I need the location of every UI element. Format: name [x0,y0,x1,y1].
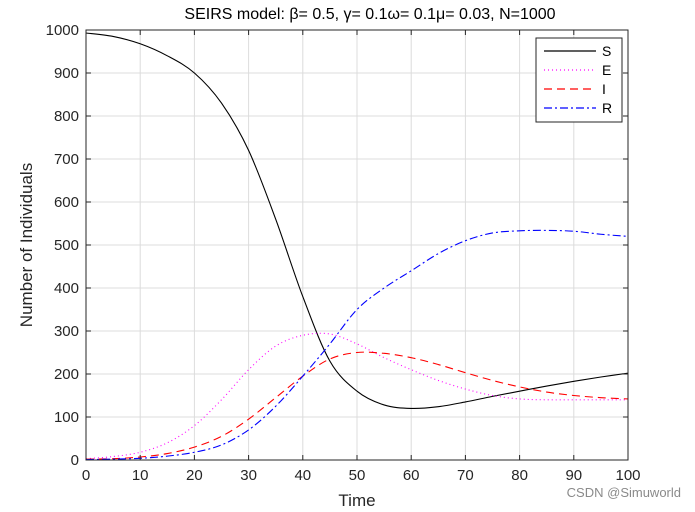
y-tick-label: 700 [54,151,79,168]
x-tick-label: 90 [565,467,582,484]
x-tick-label: 40 [294,467,311,484]
y-tick-label: 800 [54,108,79,125]
y-tick-label: 0 [71,452,79,469]
x-tick-label: 30 [240,467,257,484]
legend-label-E: E [602,62,611,78]
y-axis-ticks: 0 100 200 300 400 500 600 700 800 900 1000 [46,22,628,469]
series-line-E [85,332,628,460]
x-tick-label: 20 [186,467,203,484]
y-tick-label: 900 [54,65,79,82]
chart-title: SEIRS model: β= 0.5, γ= 0.1ω= 0.1μ= 0.03… [184,6,555,23]
series-line-I [85,351,629,460]
y-tick-label: 300 [54,323,79,340]
y-tick-label: 500 [54,237,79,254]
watermark: CSDN @Simuworld [566,485,681,500]
y-tick-label: 400 [54,280,79,297]
x-tick-label: 60 [403,467,420,484]
x-tick-label: 100 [615,467,640,484]
y-tick-label: 1000 [46,22,79,39]
y-tick-label: 600 [54,194,79,211]
x-tick-label: 70 [457,467,474,484]
x-tick-label: 80 [511,467,528,484]
legend-label-S: S [602,43,611,59]
series-line-S [85,32,629,410]
legend-label-R: R [602,100,612,116]
legend: SEIR [535,37,623,123]
legend-label-I: I [602,81,606,97]
x-tick-label: 0 [82,467,90,484]
y-axis-label: Number of Individuals [17,163,36,327]
x-axis-label: Time [338,491,375,510]
x-tick-label: 50 [349,467,366,484]
x-tick-label: 10 [132,467,149,484]
y-tick-label: 200 [54,366,79,383]
y-tick-label: 100 [54,409,79,426]
data-series [85,32,629,461]
series-line-R [85,229,629,461]
x-axis-ticks: 0 10 20 30 40 50 60 70 80 90 100 [82,30,641,484]
